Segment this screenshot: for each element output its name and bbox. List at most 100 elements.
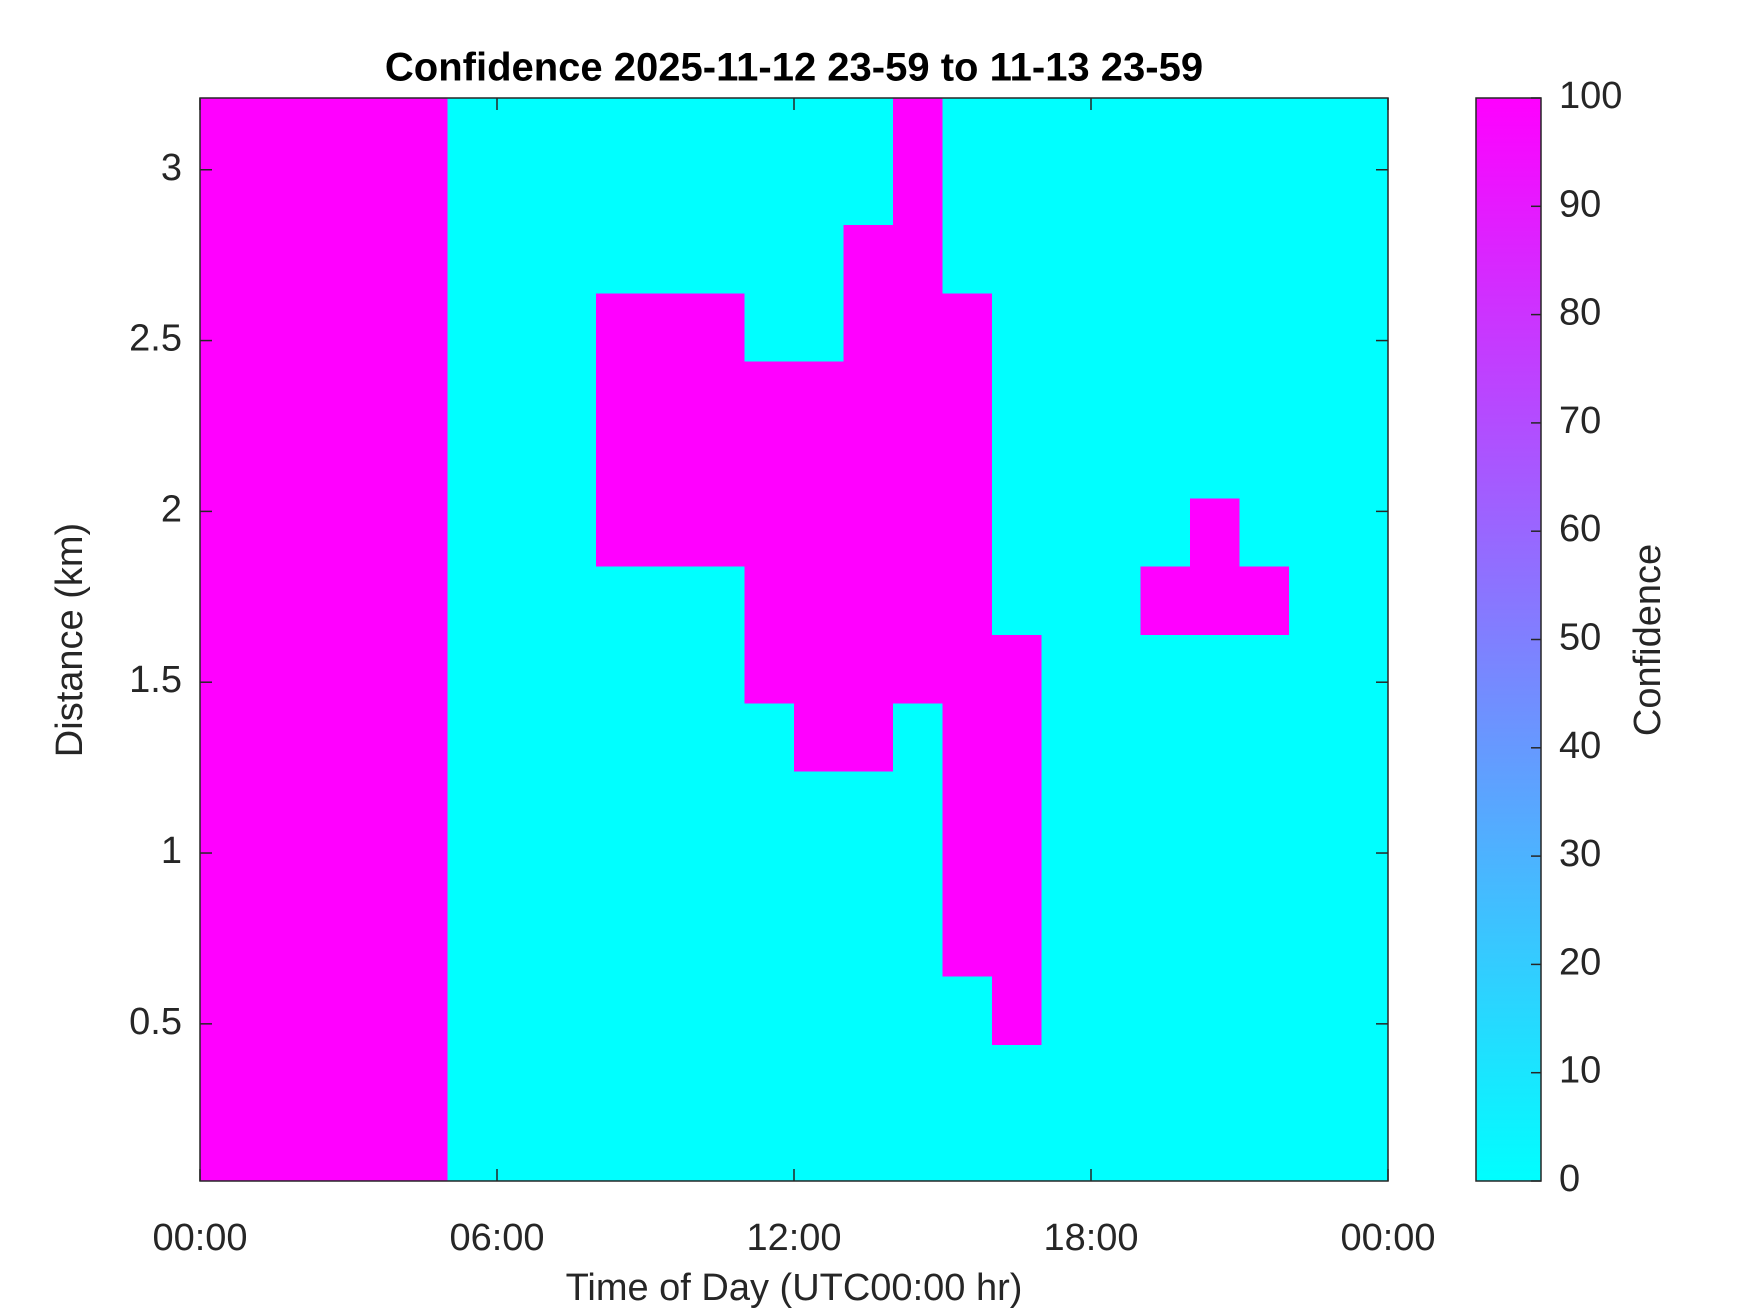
heatmap-cell xyxy=(1190,566,1241,635)
heatmap-cell xyxy=(1239,98,1290,157)
heatmap-cell xyxy=(398,634,449,704)
heatmap-cell xyxy=(348,98,399,157)
heatmap-cell xyxy=(299,1112,350,1182)
heatmap-cell xyxy=(992,224,1043,294)
heatmap-cell xyxy=(546,361,597,430)
heatmap-cell xyxy=(645,839,696,909)
heatmap-cell xyxy=(497,1044,548,1114)
heatmap-cell xyxy=(1338,634,1389,704)
heatmap-cell xyxy=(447,702,498,772)
heatmap-cell xyxy=(348,1044,399,1114)
heatmap-cell xyxy=(695,224,746,294)
heatmap-cell xyxy=(1140,702,1191,772)
heatmap-cell xyxy=(497,702,548,772)
heatmap-cell xyxy=(447,907,498,977)
heatmap-cell xyxy=(200,1112,251,1182)
heatmap-cell xyxy=(1091,224,1142,294)
heatmap-cell xyxy=(398,224,449,294)
heatmap-cell xyxy=(398,1112,449,1182)
heatmap-cell xyxy=(249,771,300,840)
heatmap-cell xyxy=(447,771,498,840)
heatmap-cell xyxy=(348,224,399,294)
heatmap-cell xyxy=(348,156,399,226)
heatmap-cell xyxy=(1338,292,1389,362)
heatmap-cell xyxy=(992,1112,1043,1182)
heatmap-cell xyxy=(348,907,399,977)
heatmap-cell xyxy=(1041,566,1092,635)
heatmap-cell xyxy=(546,907,597,977)
heatmap-cell xyxy=(893,224,944,294)
heatmap-cell xyxy=(299,976,350,1045)
heatmap-cell xyxy=(843,976,894,1045)
heatmap-cell xyxy=(794,361,845,430)
heatmap-cell xyxy=(596,634,647,704)
heatmap-cell xyxy=(695,361,746,430)
heatmap-cell xyxy=(1338,702,1389,772)
heatmap-cell xyxy=(992,976,1043,1045)
heatmap-cell xyxy=(1091,839,1142,909)
heatmap-cell xyxy=(1190,361,1241,430)
heatmap-cell xyxy=(1338,361,1389,430)
heatmap-cell xyxy=(1091,156,1142,226)
heatmap-cell xyxy=(497,98,548,157)
heatmap-cell xyxy=(744,361,795,430)
heatmap-cell xyxy=(794,156,845,226)
heatmap-cell xyxy=(497,771,548,840)
heatmap-cell xyxy=(1091,1112,1142,1182)
heatmap-cell xyxy=(1140,907,1191,977)
heatmap-cell xyxy=(200,976,251,1045)
heatmap-cell xyxy=(447,1044,498,1114)
heatmap-cell xyxy=(348,566,399,635)
heatmap-cell xyxy=(744,1112,795,1182)
heatmap-cell xyxy=(1239,771,1290,840)
y-tick-label: 1 xyxy=(161,830,182,872)
heatmap-cell xyxy=(596,1044,647,1114)
heatmap-cell xyxy=(843,634,894,704)
heatmap-cell xyxy=(200,634,251,704)
heatmap-cell xyxy=(794,976,845,1045)
heatmap-cell xyxy=(1239,976,1290,1045)
heatmap-cell xyxy=(992,98,1043,157)
heatmap-cell xyxy=(645,497,696,567)
heatmap-cell xyxy=(695,497,746,567)
heatmap-cell xyxy=(546,429,597,499)
heatmap-cell xyxy=(398,771,449,840)
heatmap-cell xyxy=(348,839,399,909)
heatmap-cell xyxy=(942,976,993,1045)
heatmap-cell xyxy=(1041,98,1092,157)
chart-title: Confidence 2025-11-12 23-59 to 11-13 23-… xyxy=(385,46,1203,90)
heatmap-cell xyxy=(299,839,350,909)
heatmap-cell xyxy=(893,976,944,1045)
heatmap-cell xyxy=(1190,702,1241,772)
heatmap-cell xyxy=(1041,976,1092,1045)
heatmap-cell xyxy=(398,497,449,567)
heatmap-cell xyxy=(398,702,449,772)
heatmap-cell xyxy=(299,497,350,567)
heatmap-cell xyxy=(348,976,399,1045)
heatmap-cell xyxy=(695,292,746,362)
x-tick-label: 00:00 xyxy=(1340,1217,1435,1259)
y-tick-label: 3 xyxy=(161,147,182,189)
heatmap-cell xyxy=(744,566,795,635)
heatmap-cell xyxy=(249,156,300,226)
heatmap-cell xyxy=(398,839,449,909)
heatmap-cell xyxy=(992,634,1043,704)
heatmap-cell xyxy=(1091,1044,1142,1114)
heatmap-cell xyxy=(546,224,597,294)
heatmap-cell xyxy=(1091,292,1142,362)
heatmap-cell xyxy=(695,156,746,226)
heatmap-cell xyxy=(843,497,894,567)
heatmap-cell xyxy=(596,1112,647,1182)
heatmap-cell xyxy=(992,429,1043,499)
colorbar xyxy=(1475,97,1542,1182)
heatmap-cell xyxy=(497,907,548,977)
heatmap-cell xyxy=(1289,839,1340,909)
heatmap-cell xyxy=(1190,907,1241,977)
heatmap-cell xyxy=(200,907,251,977)
heatmap-cell xyxy=(843,224,894,294)
heatmap-cell xyxy=(1041,292,1092,362)
heatmap-cell xyxy=(992,292,1043,362)
heatmap-cell xyxy=(843,98,894,157)
heatmap-cell xyxy=(447,292,498,362)
